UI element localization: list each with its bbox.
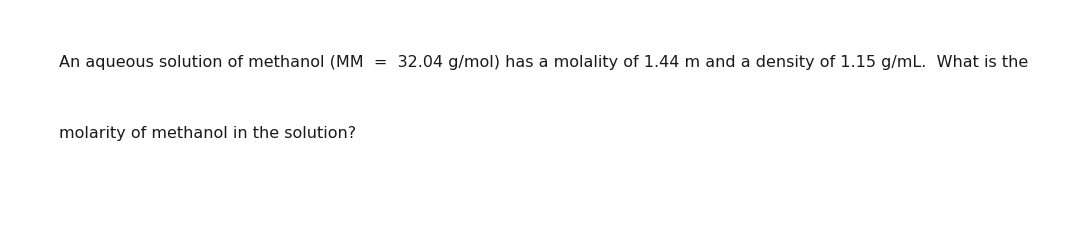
Text: molarity of methanol in the solution?: molarity of methanol in the solution? <box>59 126 356 141</box>
Text: An aqueous solution of methanol (MM  =  32.04 g/mol) has a molality of 1.44 m an: An aqueous solution of methanol (MM = 32… <box>59 55 1028 69</box>
